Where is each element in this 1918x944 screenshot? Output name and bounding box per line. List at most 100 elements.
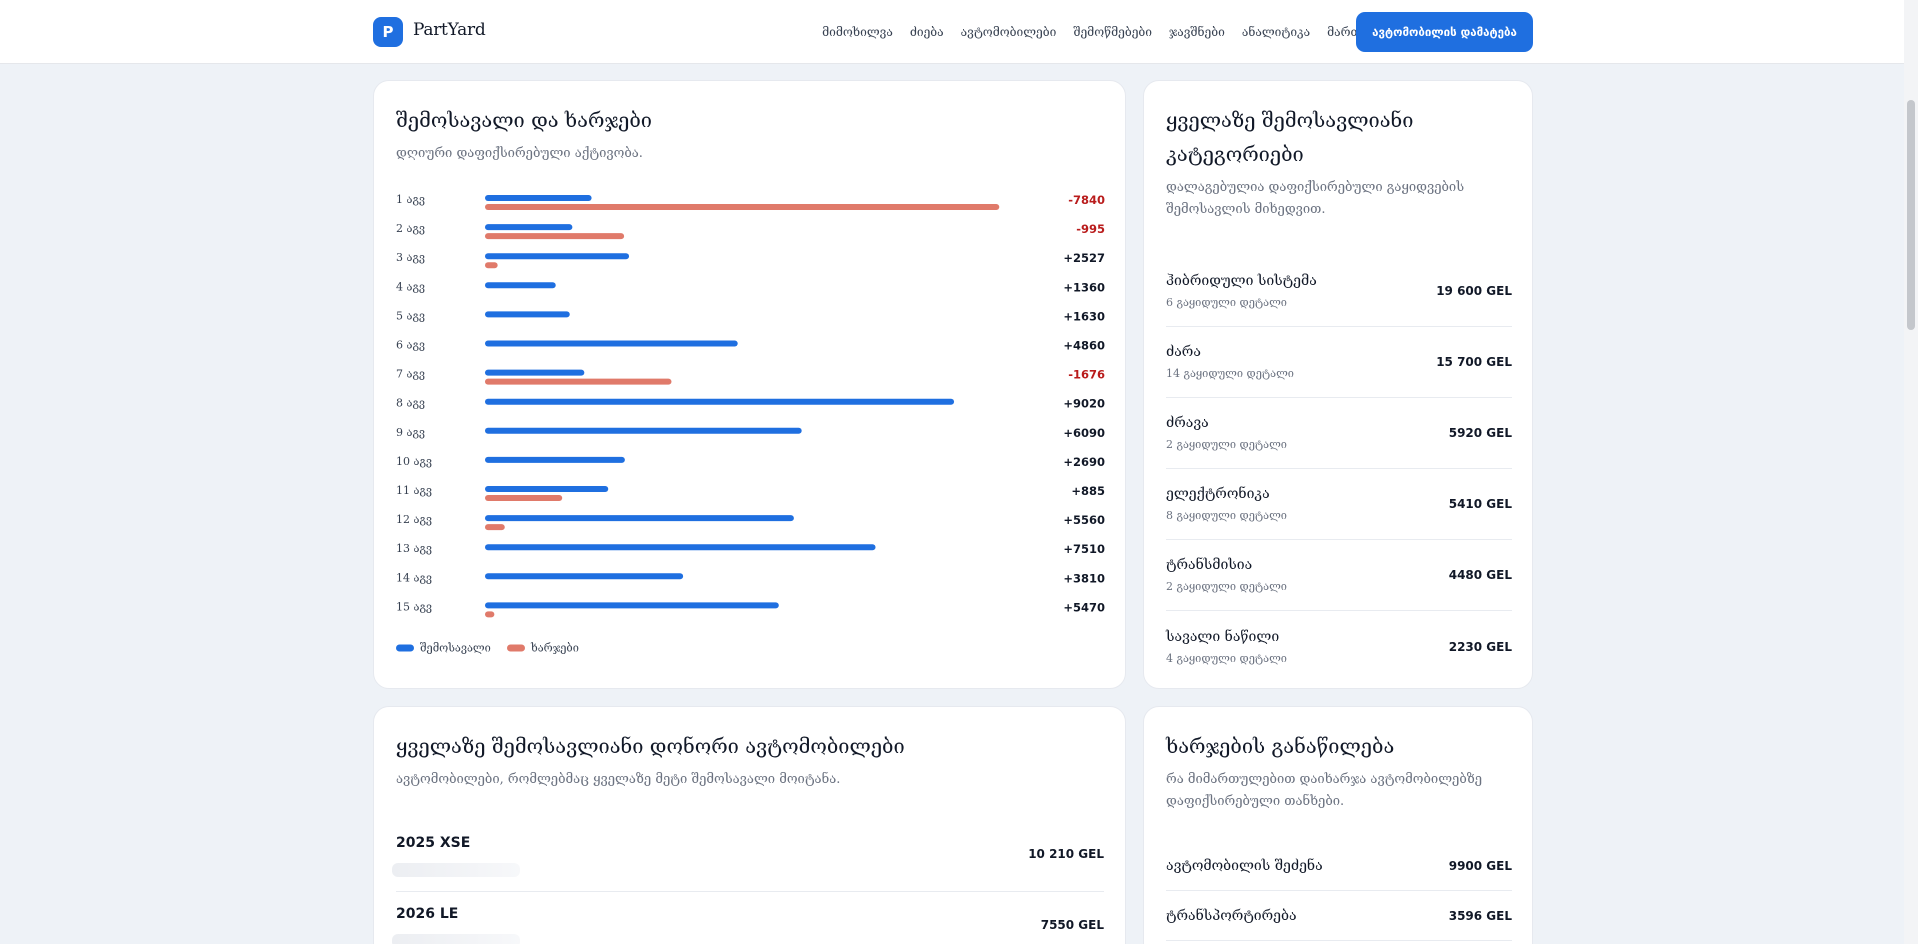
chart-subtitle: დღიური დაფიქსირებული აქტივობა.: [396, 146, 643, 161]
expense-bar: [485, 233, 625, 240]
income-bar: [485, 573, 684, 580]
expense-bar: [485, 262, 498, 269]
category-name: ტრანსმისია: [1166, 557, 1253, 573]
category-count: 6 გაყიდული დეტალი: [1166, 296, 1287, 309]
data-label: +885: [1071, 484, 1105, 498]
income-bar: [485, 311, 570, 318]
donors-list: 2025 XSE 10 210 GEL 2026 LE 7550 GEL: [392, 821, 1104, 944]
data-label: +4860: [1063, 339, 1105, 353]
categories-title: ყველაზე შემოსავლიანი კატეგორიები: [1166, 108, 1414, 166]
income-bar: [485, 224, 573, 231]
category-name: ძრავა: [1166, 415, 1209, 431]
expense-value: 3596 GEL: [1448, 908, 1512, 923]
legend-expense-swatch: [507, 644, 525, 652]
expense-distribution-card: ხარჯების განაწილება რა მიმართულებით დაიხ…: [1143, 706, 1533, 944]
expense-bar: [485, 495, 563, 501]
list-item[interactable]: ელექტრონიკა 8 გაყიდული დეტალი 5410 GEL: [1166, 469, 1512, 540]
nav-inspections[interactable]: შემოწმებები: [1073, 25, 1153, 39]
data-label: +5560: [1063, 513, 1105, 527]
data-label: +2527: [1063, 251, 1105, 265]
category-count: 2 გაყიდული დეტალი: [1166, 580, 1287, 593]
list-item[interactable]: ძრავა 2 გაყიდული დეტალი 5920 GEL: [1166, 398, 1512, 469]
nav-search[interactable]: ძიება: [909, 25, 944, 39]
loading-placeholder: [392, 863, 520, 877]
list-item[interactable]: ჰიბრიდული სისტემა 6 გაყიდული დეტალი 19 6…: [1166, 256, 1512, 327]
expenses-list: ავტომობილის შეძენა 9900 GEL ტრანსპორტირე…: [1166, 841, 1512, 941]
y-tick-label: 5 აგვ: [396, 309, 425, 322]
category-revenue: 5410 GEL: [1448, 497, 1512, 511]
category-count: 14 გაყიდული დეტალი: [1166, 367, 1294, 380]
donors-title: ყველაზე შემოსავლიანი დონორი ავტომობილები: [396, 734, 905, 758]
category-count: 2 გაყიდული დეტალი: [1166, 438, 1287, 451]
nav-analytics[interactable]: ანალიტიკა: [1241, 25, 1311, 39]
expense-label: ტრანსპორტირება: [1166, 907, 1297, 924]
y-tick-label: 1 აგვ: [396, 193, 425, 206]
income-bar: [485, 456, 625, 463]
expense-bar: [485, 524, 505, 531]
nav-vehicles[interactable]: ავტომობილები: [960, 25, 1057, 39]
y-tick-label: 7 აგვ: [396, 368, 425, 381]
y-tick-label: 13 აგვ: [396, 542, 432, 555]
legend-expense-label: ხარჯები: [530, 642, 579, 655]
y-tick-label: 11 აგვ: [396, 484, 432, 497]
list-item[interactable]: 2026 LE 7550 GEL: [392, 892, 1104, 944]
category-name: ძარა: [1166, 344, 1201, 360]
loading-placeholder: [392, 934, 520, 944]
categories-list: ჰიბრიდული სისტემა 6 გაყიდული დეტალი 19 6…: [1166, 256, 1512, 682]
y-tick-label: 8 აგვ: [396, 397, 425, 410]
expense-label: ავტომობილის შეძენა: [1166, 857, 1323, 874]
income-bar: [485, 602, 779, 609]
expense-value: 9900 GEL: [1448, 858, 1512, 873]
data-label: +2690: [1063, 455, 1105, 469]
data-label: +3810: [1063, 571, 1105, 585]
list-item[interactable]: ტრანსპორტირება 3596 GEL: [1166, 891, 1512, 941]
income-bar: [485, 340, 738, 347]
main-nav: მიმოხილვა ძიება ავტომობილები შემოწმებები…: [805, 0, 1374, 64]
category-name: ჰიბრიდული სისტემა: [1166, 273, 1317, 289]
income-bar: [485, 195, 592, 201]
category-count: 8 გაყიდული დეტალი: [1166, 509, 1287, 522]
legend-income-label: შემოსავალი: [420, 642, 491, 655]
income-expense-chart: 1 აგვ -7840 2 აგვ -995 3 აგვ +2527 4 აგვ +1360 5…: [396, 193, 1105, 655]
y-tick-label: 14 აგვ: [396, 571, 432, 584]
y-tick-label: 6 აგვ: [396, 339, 425, 352]
donor-vehicle-name: 2025 XSE: [396, 835, 471, 851]
expense-bar: [485, 378, 672, 385]
y-tick-label: 10 აგვ: [396, 455, 432, 468]
brand-name[interactable]: PartYard: [413, 20, 486, 40]
category-revenue: 19 600 GEL: [1436, 284, 1512, 298]
y-tick-label: 15 აგვ: [396, 600, 432, 613]
expenses-title: ხარჯების განაწილება: [1166, 734, 1395, 758]
data-label: +9020: [1063, 397, 1105, 411]
donor-vehicles-card: ყველაზე შემოსავლიანი დონორი ავტომობილები…: [373, 706, 1126, 944]
logo-icon[interactable]: P: [373, 17, 403, 47]
donors-subtitle: ავტომობილები, რომლებმაც ყველაზე მეტი შემ…: [396, 772, 841, 787]
income-bar: [485, 486, 609, 492]
y-tick-label: 3 აგვ: [396, 251, 425, 264]
list-item[interactable]: ავტომობილის შეძენა 9900 GEL: [1166, 841, 1512, 891]
category-revenue: 2230 GEL: [1448, 639, 1512, 654]
income-bar: [485, 282, 556, 289]
category-name: ელექტრონიკა: [1166, 486, 1270, 502]
donor-revenue: 7550 GEL: [1040, 918, 1104, 932]
expense-bar: [485, 204, 1000, 210]
category-name: სავალი ნაწილი: [1166, 628, 1280, 645]
list-item[interactable]: 2025 XSE 10 210 GEL: [392, 821, 1104, 892]
data-label: -995: [1076, 222, 1105, 236]
income-expense-card: შემოსავალი და ხარჯები დღიური დაფიქსირებუ…: [373, 80, 1126, 689]
scrollbar-thumb[interactable]: [1907, 100, 1915, 330]
nav-overview[interactable]: მიმოხილვა: [822, 25, 893, 39]
income-bar: [485, 398, 955, 405]
list-item[interactable]: ტრანსმისია 2 გაყიდული დეტალი 4480 GEL: [1166, 540, 1512, 611]
list-item[interactable]: სავალი ნაწილი 4 გაყიდული დეტალი 2230 GEL: [1166, 611, 1512, 682]
add-vehicle-button[interactable]: ავტომობილის დამატება: [1356, 12, 1533, 52]
category-count: 4 გაყიდული დეტალი: [1166, 651, 1287, 665]
data-label: +6090: [1063, 426, 1105, 440]
top-categories-card: ყველაზე შემოსავლიანი კატეგორიები დალაგებ…: [1143, 80, 1533, 689]
donor-revenue: 10 210 GEL: [1028, 847, 1104, 861]
list-item[interactable]: ძარა 14 გაყიდული დეტალი 15 700 GEL: [1166, 327, 1512, 398]
category-revenue: 15 700 GEL: [1436, 355, 1512, 369]
nav-reservations[interactable]: ჯავშნები: [1169, 25, 1225, 39]
categories-subtitle: დალაგებულია დაფიქსირებული გაყიდვების შემ…: [1166, 180, 1465, 217]
income-bar: [485, 369, 585, 376]
